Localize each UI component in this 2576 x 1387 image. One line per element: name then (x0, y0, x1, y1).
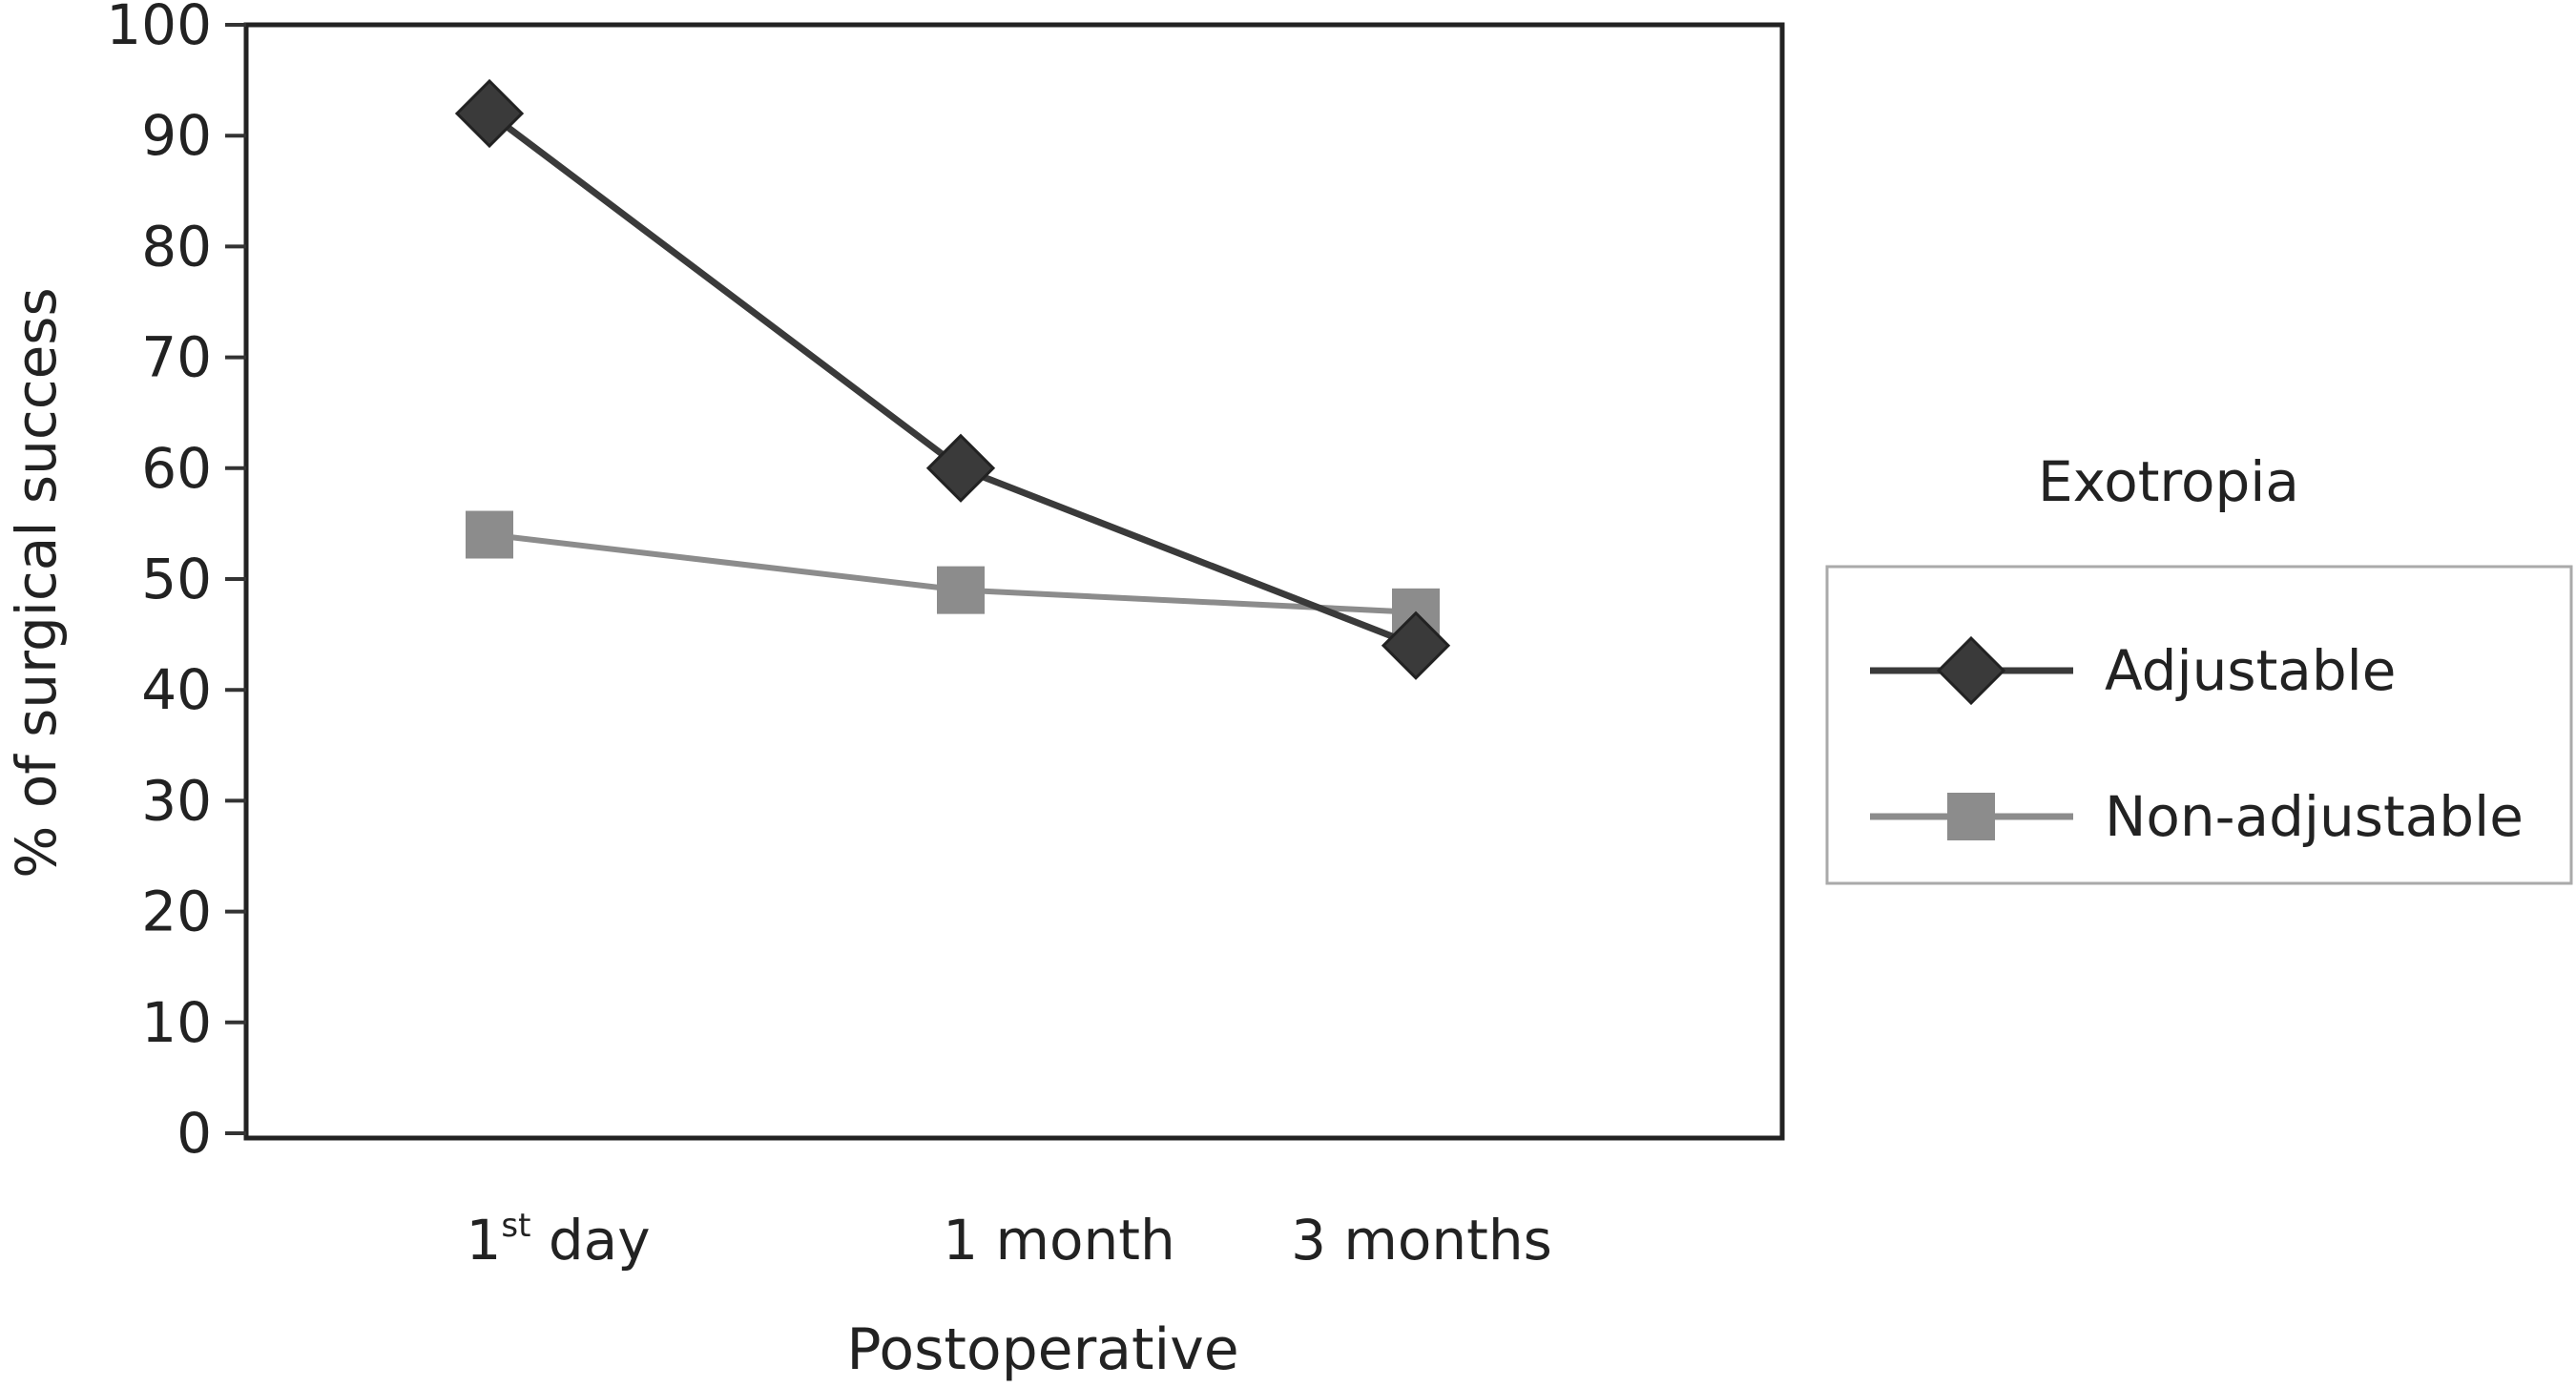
legend-marker-square (1947, 793, 1995, 840)
series-non-adjustable (466, 510, 1440, 636)
y-tick-label: 70 (141, 325, 212, 390)
y-tick-label: 100 (106, 0, 212, 57)
x-tick-label: 1 month (943, 1208, 1175, 1273)
y-tick-label: 40 (141, 657, 212, 722)
y-tick-label: 30 (141, 768, 212, 833)
y-tick-label: 80 (141, 214, 212, 279)
plot-frame (243, 22, 1785, 1141)
series-group (454, 78, 1451, 680)
y-tick-label: 10 (141, 990, 212, 1055)
y-tick-label: 90 (141, 103, 212, 168)
legend-marker-diamond (1936, 635, 2006, 706)
data-point-diamond (1381, 611, 1451, 680)
y-tick-label: 20 (141, 880, 212, 944)
y-axis-label: % of surgical success (4, 287, 69, 878)
y-tick-label: 50 (141, 547, 212, 611)
y-tick-label: 0 (177, 1101, 212, 1166)
x-tick-label: 1st day (466, 1207, 650, 1273)
data-point-square (937, 566, 985, 614)
x-axis: 1st day 1 month 3 months (466, 1207, 1551, 1273)
x-tick-label: 3 months (1291, 1208, 1552, 1273)
legend-label: Non-adjustable (2105, 784, 2524, 849)
series-adjustable (454, 78, 1451, 680)
y-tick-label: 60 (141, 436, 212, 501)
x-axis-label: Postoperative (846, 1316, 1238, 1383)
data-point-diamond (925, 433, 996, 503)
series-line (487, 111, 1418, 649)
legend-title: Exotropia (2038, 449, 2299, 514)
legend-label: Adjustable (2105, 638, 2396, 703)
legend: Adjustable Non-adjustable (1825, 565, 2573, 885)
y-axis: 0 10 20 30 40 50 60 70 80 90 100 (106, 0, 246, 1166)
data-point-square (466, 510, 513, 559)
data-point-diamond (454, 78, 525, 149)
